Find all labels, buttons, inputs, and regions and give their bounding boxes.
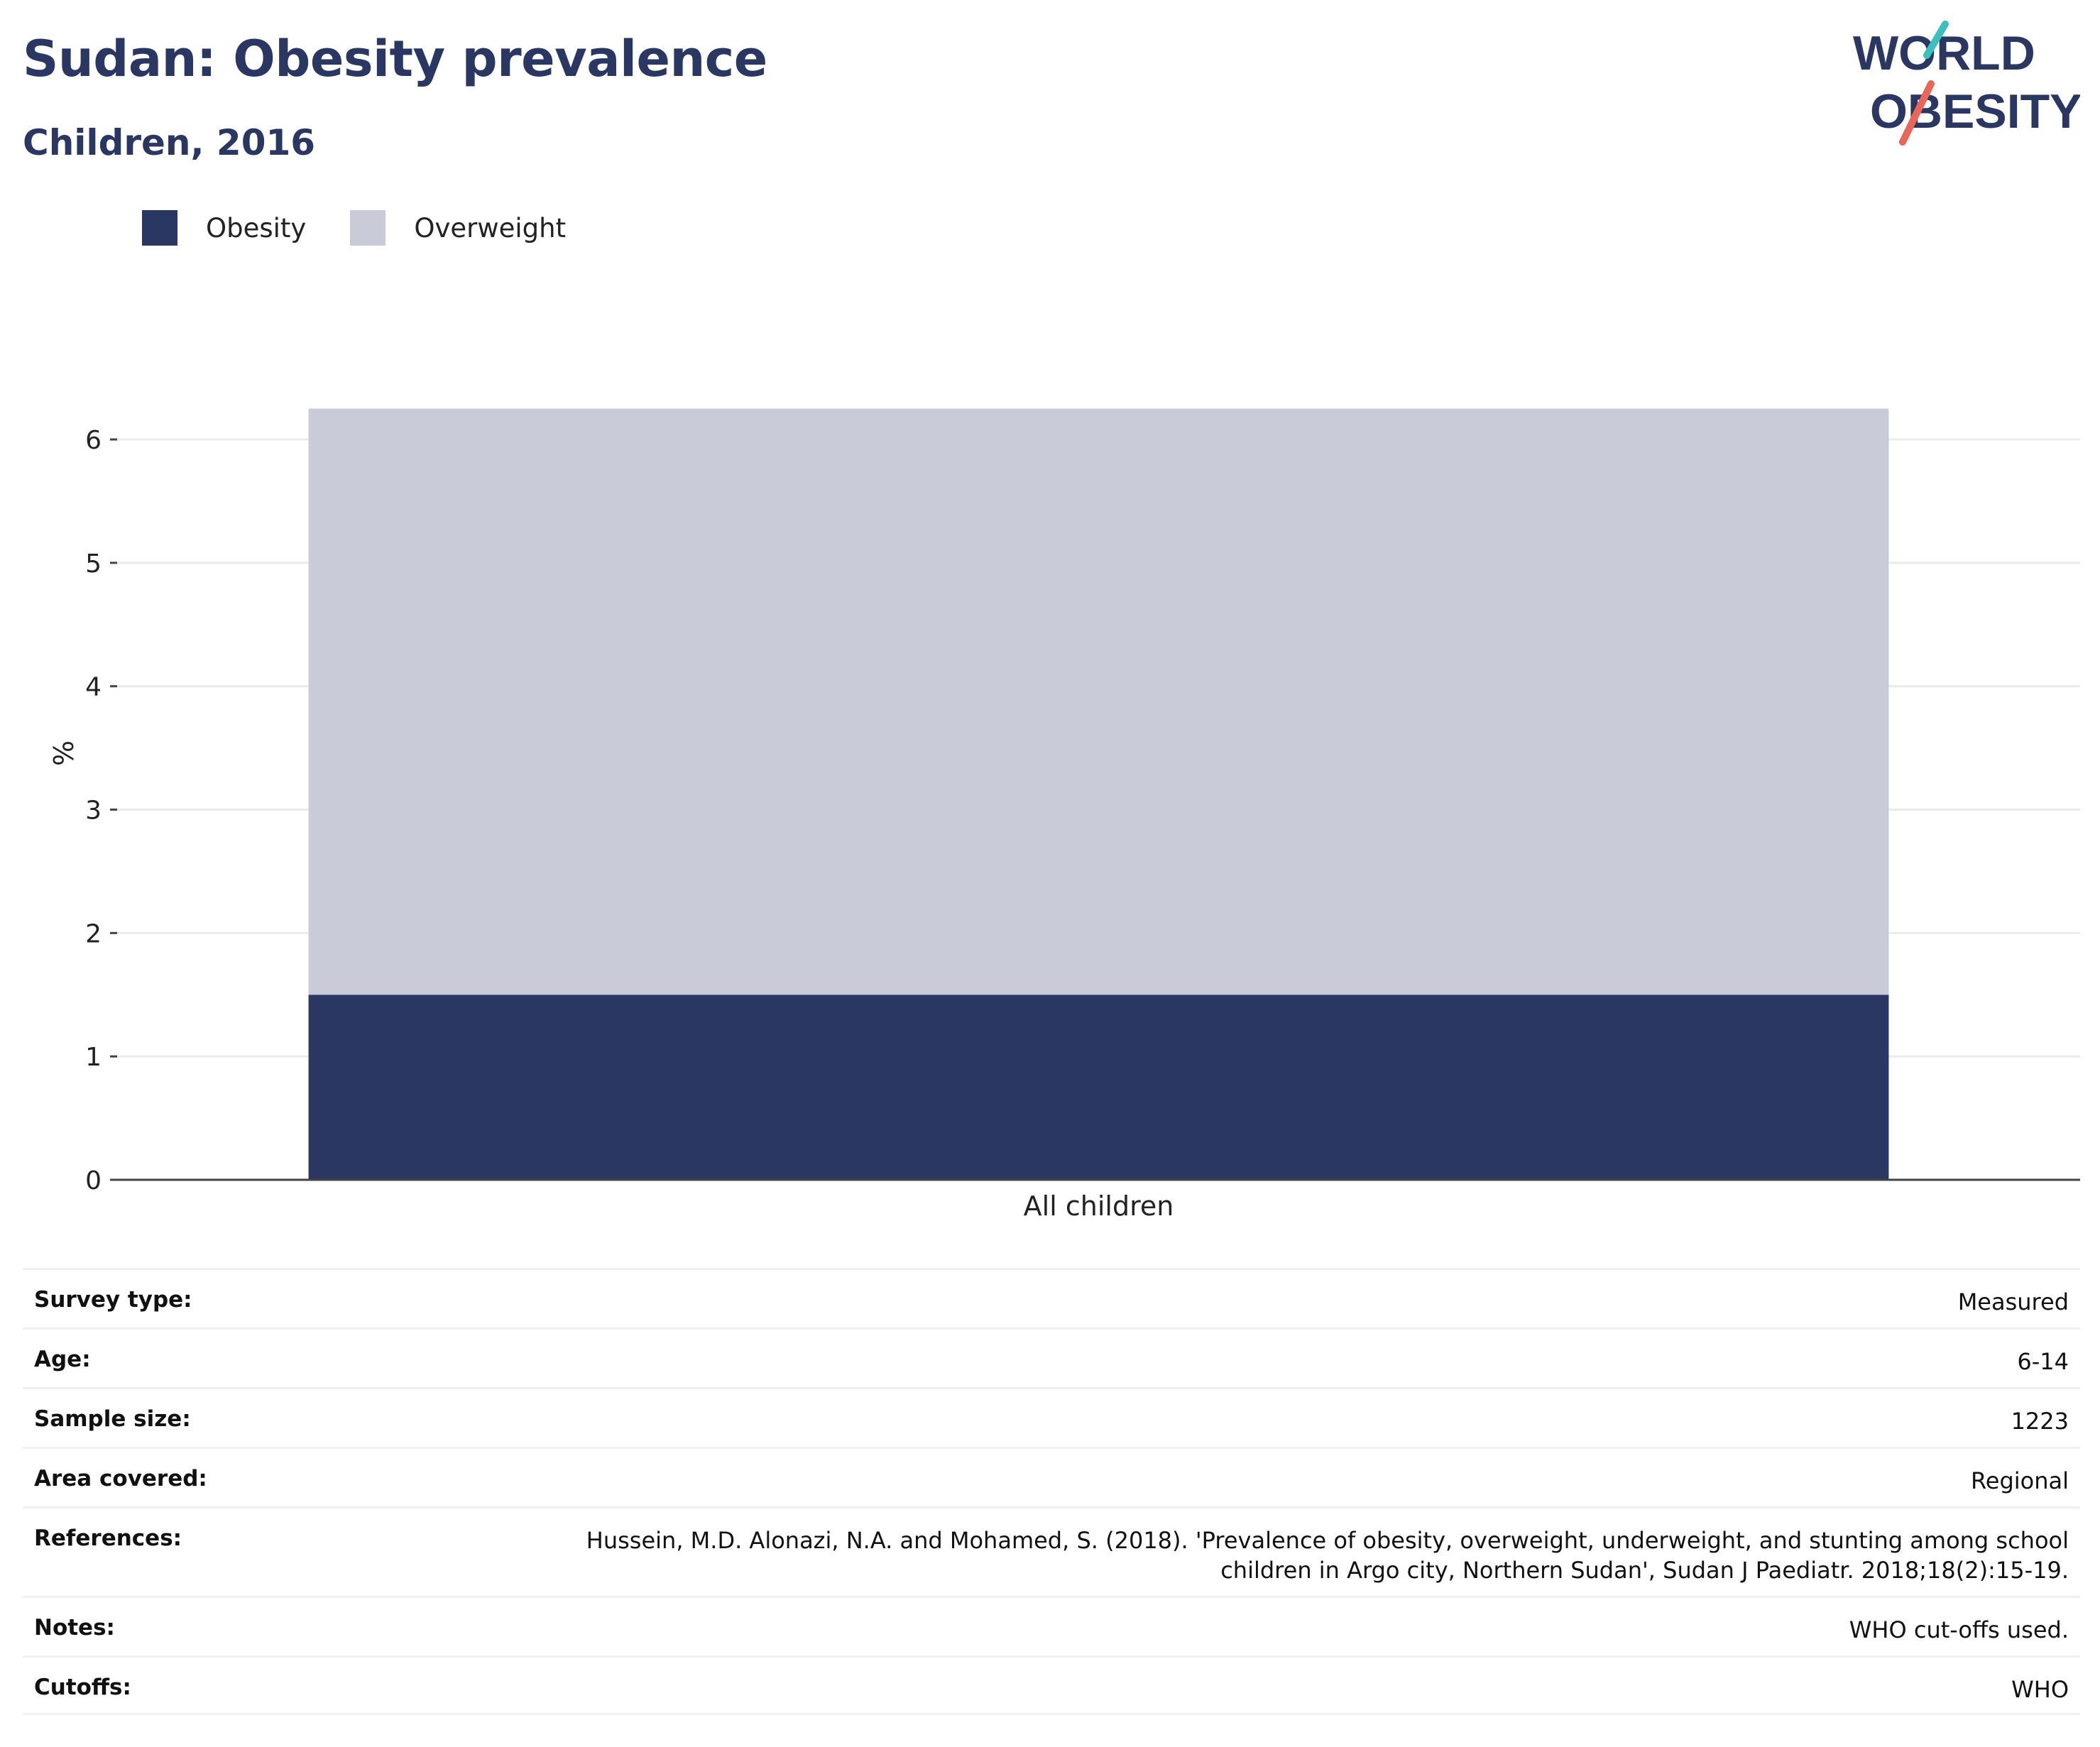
y-axis-label: %: [47, 740, 78, 766]
details-table: Survey type: Measured Age: 6-14 Sample s…: [23, 1268, 2080, 1715]
details-row-sample-size: Sample size: 1223: [23, 1387, 2080, 1447]
details-value: WHO: [2011, 1676, 2069, 1703]
y-tick-label-6: 6: [85, 426, 102, 455]
details-value-reference: Hussein, M.D. Alonazi, N.A. and Mohamed,…: [586, 1527, 2069, 1584]
legend-item-obesity[interactable]: Obesity: [142, 210, 306, 246]
x-tick-label-0: All children: [1024, 1190, 1174, 1222]
y-tick-label-3: 3: [85, 796, 102, 826]
legend-swatch-overweight: [350, 210, 386, 246]
details-label: Survey type:: [34, 1287, 192, 1313]
logo-slash-bottom: [1899, 80, 1935, 146]
logo-text-world: WORLD: [1853, 26, 2035, 80]
details-value: 6-14: [2017, 1348, 2069, 1375]
y-tick-label-5: 5: [85, 549, 102, 579]
details-row-cutoffs: Cutoffs: WHO: [23, 1655, 2080, 1715]
details-label: Age:: [34, 1347, 91, 1372]
y-tick-label-2: 2: [85, 919, 102, 948]
y-tick-label-4: 4: [85, 673, 102, 702]
page-title: Sudan: Obesity prevalence: [23, 30, 767, 88]
legend-label-obesity: Obesity: [206, 212, 307, 243]
details-label: Sample size:: [34, 1406, 191, 1432]
bar-chart: 0 1 2 3 4 5 6% All children: [47, 408, 2080, 1222]
details-value: Measured: [1957, 1288, 2069, 1315]
logo-slash-top: [1923, 21, 1949, 59]
legend-label-overweight: Overweight: [414, 212, 567, 243]
details-label: Cutoffs:: [34, 1675, 131, 1700]
page-subtitle: Children, 2016: [23, 122, 316, 163]
y-tick-label-0: 0: [85, 1166, 102, 1195]
bar-obesity-0: [308, 995, 1889, 1180]
details-label: References:: [34, 1526, 182, 1551]
legend-swatch-obesity: [142, 210, 177, 246]
logo-text-obesity: OBESITY: [1870, 84, 2080, 138]
chart-legend: Obesity Overweight: [142, 210, 610, 246]
details-label: Notes:: [34, 1615, 115, 1641]
bar-overweight-0: [308, 408, 1889, 995]
world-obesity-logo: WORLD OBESITY: [1853, 21, 2080, 146]
details-row-age: Age: 6-14: [23, 1327, 2080, 1387]
legend-item-overweight[interactable]: Overweight: [350, 210, 566, 246]
details-value: 1223: [2011, 1408, 2069, 1435]
y-tick-label-1: 1: [85, 1043, 102, 1072]
details-value: Regional: [1970, 1467, 2069, 1494]
details-label: Area covered:: [34, 1466, 207, 1491]
details-value: WHO cut-offs used.: [1849, 1616, 2069, 1643]
details-row-references: References: Hussein, M.D. Alonazi, N.A. …: [23, 1506, 2080, 1596]
details-row-notes: Notes: WHO cut-offs used.: [23, 1596, 2080, 1655]
details-row-survey-type: Survey type: Measured: [23, 1268, 2080, 1327]
details-row-area-covered: Area covered: Regional: [23, 1447, 2080, 1506]
